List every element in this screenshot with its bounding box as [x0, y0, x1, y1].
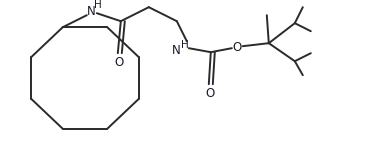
Text: N: N: [86, 5, 95, 18]
Text: H: H: [94, 0, 102, 10]
Text: N: N: [171, 44, 180, 57]
Text: O: O: [205, 87, 214, 100]
Text: O: O: [232, 41, 241, 54]
Text: O: O: [114, 56, 124, 69]
Text: H: H: [181, 40, 189, 50]
